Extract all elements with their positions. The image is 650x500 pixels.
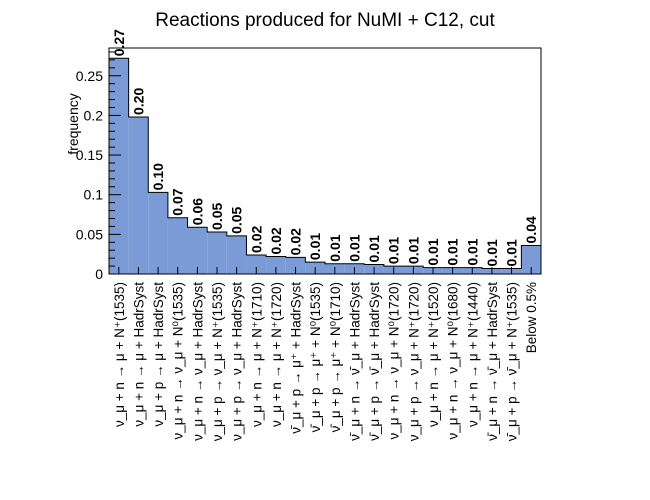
data-label: 0.01 — [504, 239, 520, 266]
data-label: 0.01 — [307, 233, 323, 260]
x-tick-label: ν_μ + p → μ + HadrSyst — [151, 282, 166, 427]
data-label: 0.04 — [523, 216, 539, 243]
bar — [246, 254, 267, 274]
y-tick-label: 0.1 — [84, 187, 104, 203]
data-label: 0.01 — [327, 234, 343, 261]
data-label: 0.01 — [425, 238, 441, 265]
data-label: 0.01 — [386, 237, 402, 264]
data-label: 0.05 — [229, 206, 245, 233]
y-tick-label: 0 — [95, 266, 103, 282]
x-tick-label: ν_μ + n → μ + N⁺(1535) — [112, 282, 127, 427]
bar — [128, 116, 149, 274]
x-tick-label: ν_μ + n → ν_μ + N⁰(1535) — [171, 282, 186, 440]
bar — [148, 192, 168, 274]
x-tick-label: ν_μ + n → ν_μ + HadrSyst — [190, 282, 205, 441]
bar — [109, 58, 129, 274]
bar — [187, 227, 208, 274]
data-label: 0.01 — [346, 234, 362, 261]
data-label: 0.10 — [150, 163, 166, 190]
bar — [207, 231, 227, 274]
data-label: 0.06 — [189, 198, 205, 225]
x-tick-label: ν̄_μ + p → μ⁺ + HadrSyst — [289, 282, 304, 434]
x-tick-label: ν̄_μ + n → ν̄_μ + HadrSyst — [485, 282, 500, 441]
data-label: 0.27 — [111, 29, 127, 56]
bar — [226, 235, 247, 274]
x-tick-label: ν_μ + p → ν_μ + HadrSyst — [230, 282, 245, 441]
x-tick-label: Below 0.5% — [524, 282, 539, 353]
y-tick-label: 0.15 — [76, 147, 103, 163]
x-tick-label: ν̄_μ + p → ν̄_μ + N⁺(1535) — [505, 282, 520, 441]
y-tick-label: 0.2 — [84, 107, 104, 123]
x-tick-label: ν_μ + p → ν_μ + N⁺(1535) — [210, 282, 225, 441]
bar — [167, 217, 188, 274]
y-tick-label: 0.25 — [76, 68, 103, 84]
data-label: 0.01 — [405, 237, 421, 264]
plot-frame — [108, 47, 542, 275]
data-label: 0.01 — [445, 238, 461, 265]
data-label: 0.02 — [288, 228, 304, 255]
bar — [521, 245, 541, 274]
bar — [285, 257, 306, 274]
x-axis: ν_μ + n → μ + N⁺(1535) ν_μ + n → μ + Hadr… — [112, 267, 539, 441]
data-label: 0.07 — [170, 188, 186, 215]
y-axis-label: frequency — [65, 93, 81, 154]
data-label: 0.20 — [130, 88, 146, 115]
x-tick-label: ν_μ + n → μ + N⁺(1440) — [465, 282, 480, 427]
x-tick-label: ν_μ + n → μ + N⁺(1720) — [269, 282, 284, 427]
data-label: 0.01 — [464, 238, 480, 265]
data-label: 0.05 — [209, 203, 225, 230]
y-tick-label: 0.05 — [76, 226, 103, 242]
bar-outline — [108, 57, 542, 274]
x-tick-label: ν_μ + n → ν_μ + N⁰(1720) — [387, 282, 402, 440]
data-label: 0.01 — [484, 239, 500, 266]
x-tick-label: ν_μ + n → μ + N⁺(1710) — [249, 282, 264, 427]
bar — [266, 256, 286, 274]
chart-title: Reactions produced for NuMI + C12, cut — [155, 10, 495, 31]
x-tick-label: ν_μ + n → μ + HadrSyst — [131, 282, 146, 427]
x-tick-label: ν̄_μ + p → μ⁺ + N⁰(1535) — [308, 282, 323, 432]
x-tick-label: ν_μ + n → ν_μ + N⁰(1680) — [446, 282, 461, 440]
x-tick-label: ν̄_μ + n → ν̄_μ + HadrSyst — [347, 282, 362, 441]
data-label: 0.01 — [366, 235, 382, 262]
y-axis: 0 0.05 0.1 0.15 0.2 0.25 — [76, 51, 121, 282]
data-label: 0.02 — [248, 226, 264, 253]
x-tick-label: ν_μ + p → ν_μ + N⁺(1720) — [406, 282, 421, 441]
data-labels: 0.270.200.100.07 0.06 0.05 0.050.02 0.02 0.02… — [111, 29, 539, 267]
x-tick-label: ν_μ + n → μ + N⁺(1520) — [426, 282, 441, 427]
x-tick-label: ν̄_μ + p → μ⁺ + N⁰(1710) — [328, 282, 343, 432]
data-label: 0.02 — [268, 227, 284, 254]
x-tick-label: ν̄_μ + p → ν̄_μ + HadrSyst — [367, 282, 382, 441]
